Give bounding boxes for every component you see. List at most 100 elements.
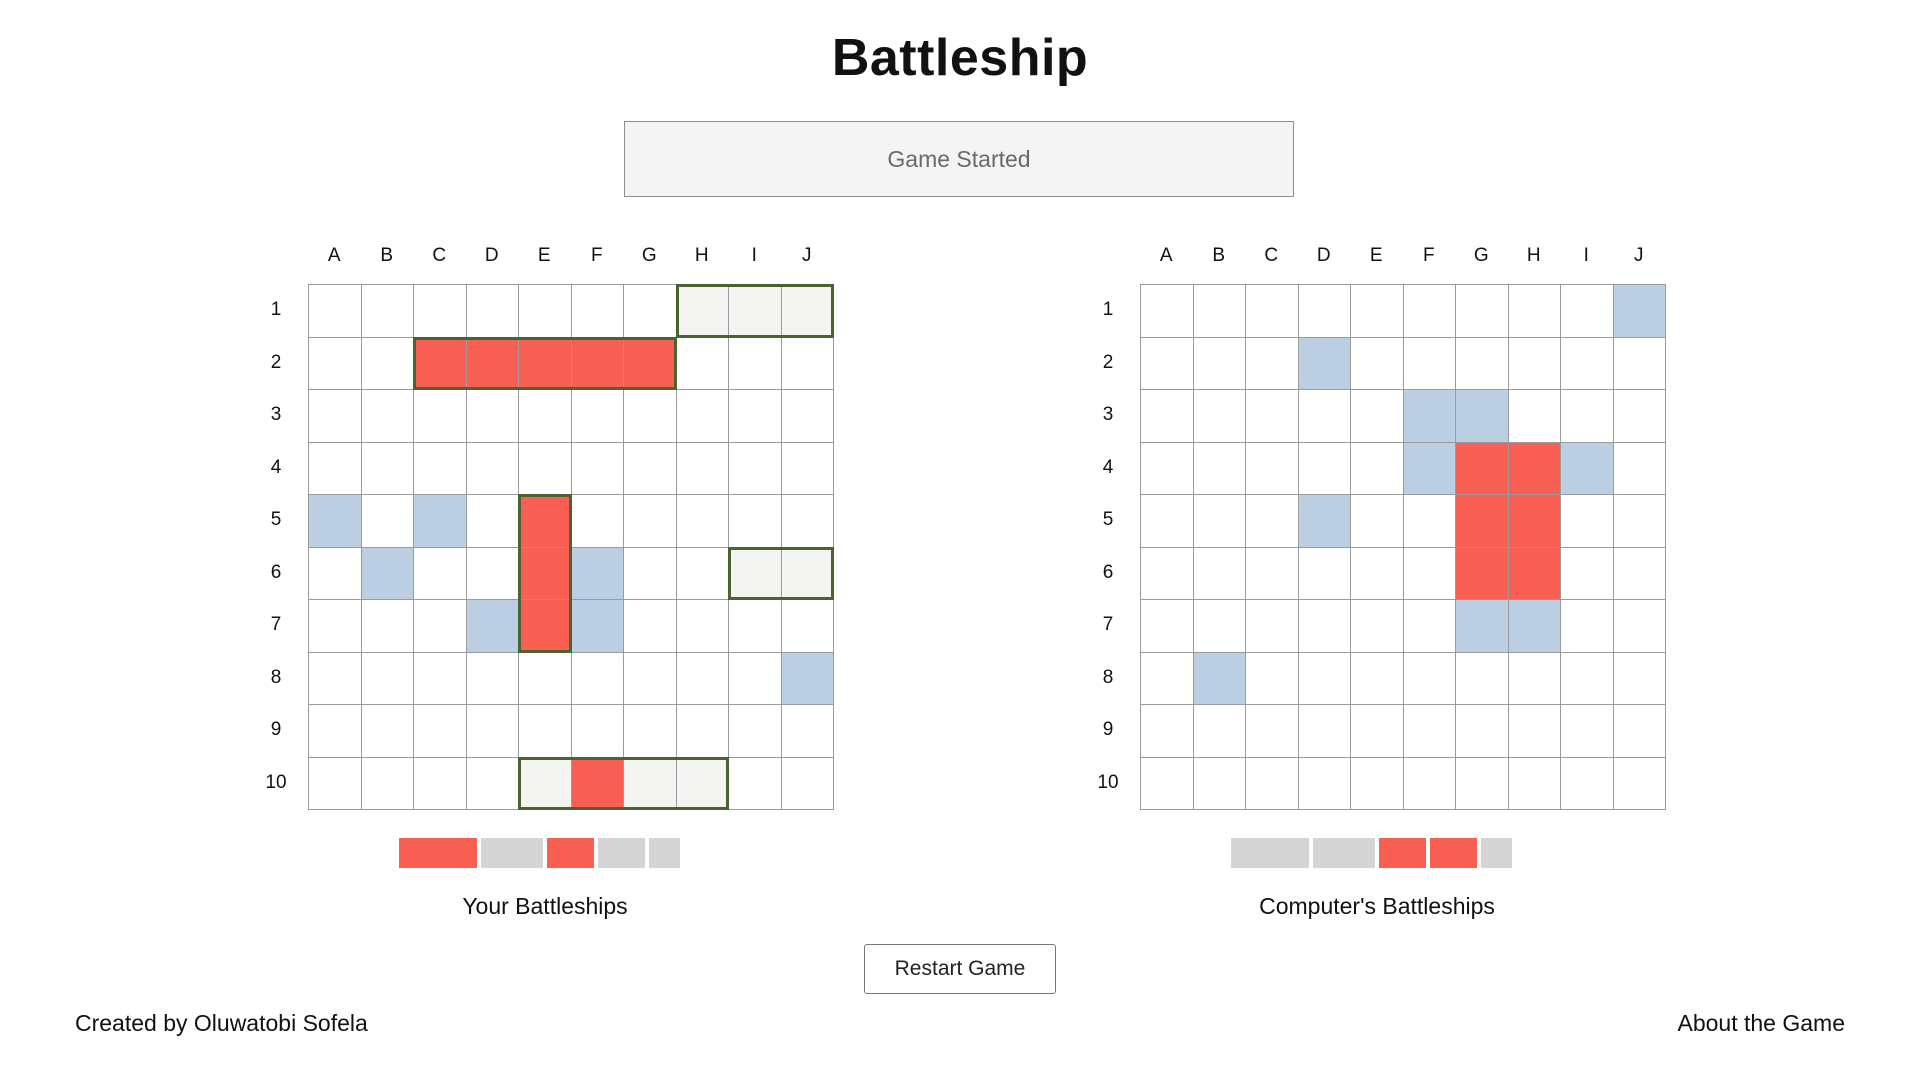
computer-cell-j6[interactable] <box>1613 547 1666 600</box>
computer-cell-g10[interactable] <box>1456 757 1509 810</box>
computer-cell-h9[interactable] <box>1508 705 1561 758</box>
computer-cell-f4[interactable] <box>1403 442 1456 495</box>
computer-cell-a2[interactable] <box>1141 337 1194 390</box>
computer-cell-a9[interactable] <box>1141 705 1194 758</box>
computer-cell-h4[interactable] <box>1508 442 1561 495</box>
computer-cell-h3[interactable] <box>1508 390 1561 443</box>
computer-cell-d2[interactable] <box>1298 337 1351 390</box>
computer-cell-f6[interactable] <box>1403 547 1456 600</box>
computer-cell-e2[interactable] <box>1351 337 1404 390</box>
computer-cell-e7[interactable] <box>1351 600 1404 653</box>
computer-cell-h6[interactable] <box>1508 547 1561 600</box>
computer-cell-h10[interactable] <box>1508 757 1561 810</box>
computer-cell-f3[interactable] <box>1403 390 1456 443</box>
computer-cell-c3[interactable] <box>1246 390 1299 443</box>
computer-cell-a7[interactable] <box>1141 600 1194 653</box>
computer-cell-g5[interactable] <box>1456 495 1509 548</box>
computer-cell-f9[interactable] <box>1403 705 1456 758</box>
computer-cell-b4[interactable] <box>1193 442 1246 495</box>
computer-cell-d9[interactable] <box>1298 705 1351 758</box>
computer-cell-j10[interactable] <box>1613 757 1666 810</box>
computer-cell-h8[interactable] <box>1508 652 1561 705</box>
computer-cell-e5[interactable] <box>1351 495 1404 548</box>
computer-cell-g3[interactable] <box>1456 390 1509 443</box>
computer-cell-a4[interactable] <box>1141 442 1194 495</box>
computer-cell-i9[interactable] <box>1561 705 1614 758</box>
computer-cell-d8[interactable] <box>1298 652 1351 705</box>
computer-cell-g4[interactable] <box>1456 442 1509 495</box>
computer-cell-d3[interactable] <box>1298 390 1351 443</box>
computer-cell-g2[interactable] <box>1456 337 1509 390</box>
computer-cell-j1[interactable] <box>1613 285 1666 338</box>
computer-cell-b10[interactable] <box>1193 757 1246 810</box>
computer-cell-d4[interactable] <box>1298 442 1351 495</box>
computer-cell-d5[interactable] <box>1298 495 1351 548</box>
computer-cell-g9[interactable] <box>1456 705 1509 758</box>
computer-cell-d10[interactable] <box>1298 757 1351 810</box>
computer-cell-h5[interactable] <box>1508 495 1561 548</box>
computer-cell-b5[interactable] <box>1193 495 1246 548</box>
computer-cell-a1[interactable] <box>1141 285 1194 338</box>
computer-cell-c9[interactable] <box>1246 705 1299 758</box>
computer-cell-i10[interactable] <box>1561 757 1614 810</box>
computer-cell-a3[interactable] <box>1141 390 1194 443</box>
computer-cell-c2[interactable] <box>1246 337 1299 390</box>
computer-cell-f2[interactable] <box>1403 337 1456 390</box>
computer-cell-d7[interactable] <box>1298 600 1351 653</box>
computer-cell-a10[interactable] <box>1141 757 1194 810</box>
computer-cell-i8[interactable] <box>1561 652 1614 705</box>
computer-cell-g7[interactable] <box>1456 600 1509 653</box>
computer-cell-f1[interactable] <box>1403 285 1456 338</box>
about-the-game-link[interactable]: About the Game <box>1677 1010 1846 1036</box>
computer-cell-e10[interactable] <box>1351 757 1404 810</box>
computer-cell-i1[interactable] <box>1561 285 1614 338</box>
computer-cell-d1[interactable] <box>1298 285 1351 338</box>
computer-cell-g6[interactable] <box>1456 547 1509 600</box>
computer-cell-j7[interactable] <box>1613 600 1666 653</box>
computer-cell-i5[interactable] <box>1561 495 1614 548</box>
computer-cell-d6[interactable] <box>1298 547 1351 600</box>
computer-cell-c5[interactable] <box>1246 495 1299 548</box>
computer-cell-b7[interactable] <box>1193 600 1246 653</box>
computer-cell-e3[interactable] <box>1351 390 1404 443</box>
computer-cell-a5[interactable] <box>1141 495 1194 548</box>
computer-cell-i7[interactable] <box>1561 600 1614 653</box>
computer-cell-i2[interactable] <box>1561 337 1614 390</box>
computer-cell-j5[interactable] <box>1613 495 1666 548</box>
computer-cell-c7[interactable] <box>1246 600 1299 653</box>
computer-cell-g8[interactable] <box>1456 652 1509 705</box>
computer-cell-i6[interactable] <box>1561 547 1614 600</box>
computer-cell-b8[interactable] <box>1193 652 1246 705</box>
computer-cell-j2[interactable] <box>1613 337 1666 390</box>
computer-cell-e9[interactable] <box>1351 705 1404 758</box>
computer-cell-a6[interactable] <box>1141 547 1194 600</box>
computer-cell-j4[interactable] <box>1613 442 1666 495</box>
computer-cell-c6[interactable] <box>1246 547 1299 600</box>
computer-cell-c4[interactable] <box>1246 442 1299 495</box>
computer-cell-f7[interactable] <box>1403 600 1456 653</box>
computer-cell-a8[interactable] <box>1141 652 1194 705</box>
computer-cell-h7[interactable] <box>1508 600 1561 653</box>
computer-cell-i4[interactable] <box>1561 442 1614 495</box>
computer-cell-j8[interactable] <box>1613 652 1666 705</box>
computer-cell-f5[interactable] <box>1403 495 1456 548</box>
computer-cell-b2[interactable] <box>1193 337 1246 390</box>
computer-cell-e1[interactable] <box>1351 285 1404 338</box>
computer-cell-f10[interactable] <box>1403 757 1456 810</box>
computer-cell-c10[interactable] <box>1246 757 1299 810</box>
computer-cell-j3[interactable] <box>1613 390 1666 443</box>
computer-cell-g1[interactable] <box>1456 285 1509 338</box>
computer-cell-c8[interactable] <box>1246 652 1299 705</box>
computer-cell-f8[interactable] <box>1403 652 1456 705</box>
computer-cell-b6[interactable] <box>1193 547 1246 600</box>
restart-game-button[interactable]: Restart Game <box>864 944 1056 994</box>
computer-cell-h2[interactable] <box>1508 337 1561 390</box>
computer-cell-b9[interactable] <box>1193 705 1246 758</box>
computer-cell-i3[interactable] <box>1561 390 1614 443</box>
computer-cell-b1[interactable] <box>1193 285 1246 338</box>
computer-cell-h1[interactable] <box>1508 285 1561 338</box>
computer-cell-e6[interactable] <box>1351 547 1404 600</box>
computer-cell-e8[interactable] <box>1351 652 1404 705</box>
computer-cell-e4[interactable] <box>1351 442 1404 495</box>
computer-cell-b3[interactable] <box>1193 390 1246 443</box>
